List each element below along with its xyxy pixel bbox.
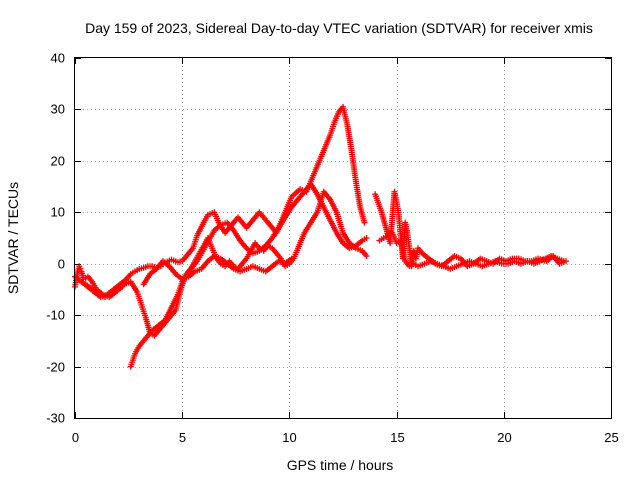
y-tick-label: 20 xyxy=(51,154,65,169)
y-tick-label: 30 xyxy=(51,102,65,117)
y-tick-label: -10 xyxy=(46,308,65,323)
x-axis-label: GPS time / hours xyxy=(287,457,394,473)
y-axis-label: SDTVAR / TECUs xyxy=(5,182,21,294)
y-tick-label: 0 xyxy=(58,257,65,272)
data-marks xyxy=(72,103,569,370)
chart-title: Day 159 of 2023, Sidereal Day-to-day VTE… xyxy=(85,20,593,36)
data-point-arc-1 xyxy=(361,219,368,226)
y-tick-label: 40 xyxy=(51,51,65,66)
x-tick-label: 0 xyxy=(72,430,79,445)
y-tick-label: -30 xyxy=(46,411,65,426)
data-point-arc-3 xyxy=(363,253,370,259)
x-tick-labels: 0 5 10 15 20 25 xyxy=(72,430,619,445)
grid xyxy=(75,58,611,418)
data-point-arc-7 xyxy=(119,283,126,290)
y-tick-label: 10 xyxy=(51,205,65,220)
x-tick-label: 15 xyxy=(390,430,404,445)
plot-frame xyxy=(74,57,612,419)
x-tick-label: 5 xyxy=(179,430,186,445)
y-tick-labels: -30 -20 -10 0 10 20 30 40 xyxy=(46,51,65,426)
y-tick-label: -20 xyxy=(46,360,65,375)
x-tick-label: 25 xyxy=(604,430,618,445)
x-tick-label: 20 xyxy=(497,430,511,445)
data-point-arc-6 xyxy=(560,258,567,265)
data-point-arc-2 xyxy=(363,235,370,241)
x-tick-label: 10 xyxy=(282,430,296,445)
data-point-arc-4 xyxy=(288,255,295,262)
